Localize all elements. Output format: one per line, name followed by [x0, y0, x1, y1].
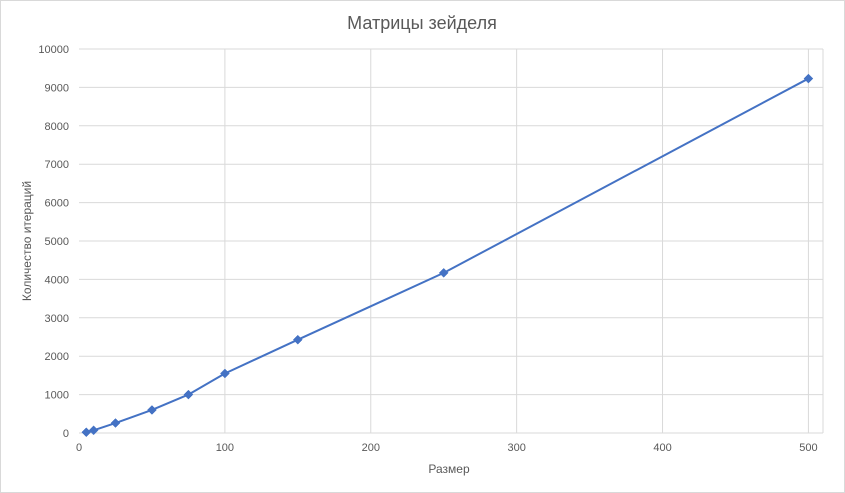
y-tick-label: 6000: [45, 198, 69, 210]
x-tick-label: 100: [216, 442, 234, 454]
data-point-marker: [220, 368, 230, 379]
data-point-marker: [292, 334, 303, 345]
y-tick-label: 0: [63, 428, 69, 440]
data-point-marker: [438, 268, 449, 278]
data-point-marker: [803, 73, 814, 84]
y-tick-label: 9000: [45, 82, 69, 94]
y-tick-label: 8000: [45, 121, 69, 133]
x-axis-title: Размер: [428, 462, 470, 476]
y-tick-label: 7000: [45, 159, 69, 171]
y-tick-label: 1000: [45, 390, 69, 402]
x-tick-label: 500: [799, 442, 817, 454]
y-axis-ticks: 0 1000 2000 3000 4000 5000 6000 7000 8000 9000 100…: [38, 44, 69, 440]
x-tick-label: 0: [76, 442, 82, 454]
chart-title: Матрицы зейделя: [347, 13, 497, 33]
data-point-marker: [183, 389, 194, 400]
y-tick-label: 4000: [45, 274, 69, 286]
data-point-marker: [88, 425, 99, 436]
data-point-marker: [110, 418, 121, 428]
series-group: [81, 73, 814, 438]
series-line: [86, 77, 809, 434]
x-tick-label: 300: [507, 442, 525, 454]
x-axis-ticks: 0 100 200 300 400 500: [76, 442, 818, 454]
y-tick-label: 5000: [45, 236, 69, 248]
y-axis-title: Количество итераций: [20, 181, 34, 301]
y-tick-label: 10000: [38, 44, 69, 56]
data-point-marker: [81, 427, 92, 438]
x-tick-label: 200: [362, 442, 380, 454]
horizontal-gridlines: [79, 48, 823, 434]
y-tick-label: 3000: [45, 313, 69, 325]
y-tick-label: 2000: [45, 351, 69, 363]
data-point-marker: [147, 405, 157, 415]
x-tick-label: 400: [653, 442, 671, 454]
